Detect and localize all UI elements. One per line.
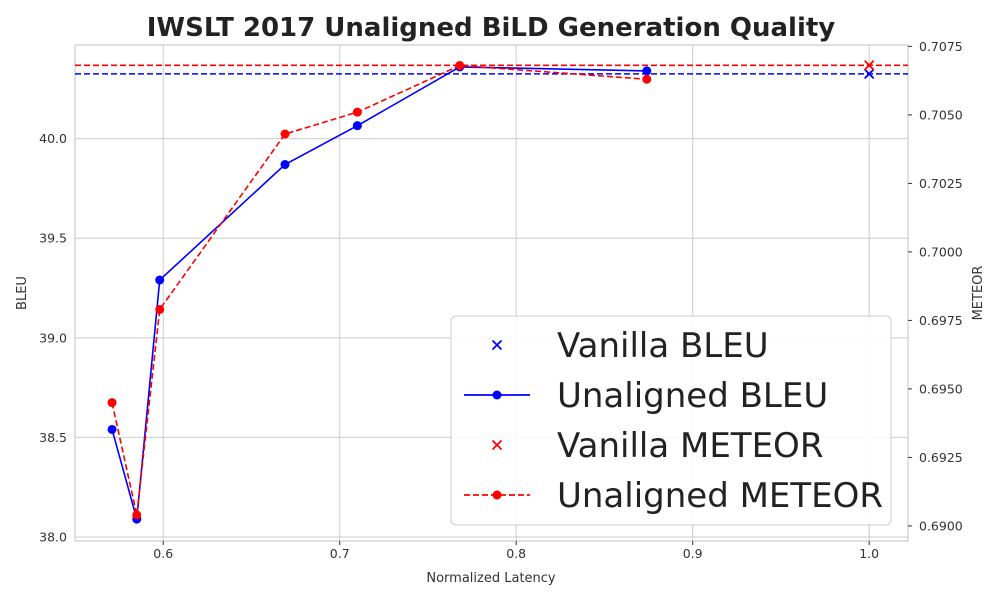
unaligned-bleu-point	[107, 424, 117, 434]
unaligned-meteor-point	[642, 74, 652, 84]
legend-unaligned-meteor-marker	[492, 490, 502, 500]
legend-vanilla-meteor-marker-stroke	[491, 439, 503, 451]
x-tick-label: 0.8	[506, 546, 526, 561]
series-markers	[107, 60, 875, 524]
y2-tick-label: 0.7075	[919, 39, 963, 54]
legend-unaligned-meteor-label: Unaligned METEOR	[557, 476, 883, 516]
y2-tick-label: 0.6975	[919, 313, 963, 328]
y-axis-ticks: 38.0 38.5 39.0 39.5 40.0	[39, 131, 67, 544]
legend-unaligned-bleu-marker	[492, 390, 502, 400]
y-tick-label: 39.5	[39, 231, 67, 246]
legend-unaligned-bleu-label: Unaligned BLEU	[557, 376, 828, 416]
y-axis-label: BLEU	[15, 276, 30, 310]
unaligned-meteor-point	[352, 107, 362, 117]
plot-frame	[74, 44, 909, 542]
y2-tick-label: 0.7025	[919, 176, 963, 191]
vanilla-bleu-point-stroke	[864, 68, 875, 80]
x-axis-ticks: 0.6 0.7 0.8 0.9 1.0	[153, 541, 879, 561]
unaligned-bleu-point	[280, 160, 290, 170]
y2-tick-label: 0.7000	[919, 244, 963, 259]
legend-vanilla-bleu-marker-stroke	[491, 339, 503, 351]
legend-vanilla-meteor-marker	[491, 439, 503, 451]
x-tick-label: 0.9	[683, 546, 703, 561]
vanilla-meteor-point-stroke	[864, 60, 875, 71]
y2-axis-label: METEOR	[971, 266, 986, 321]
reference-lines	[75, 64, 908, 75]
unaligned-meteor-point	[455, 61, 465, 71]
unaligned-meteor-point	[155, 304, 165, 314]
x-tick-label: 1.0	[859, 546, 879, 561]
unaligned-meteor-point	[280, 129, 290, 139]
unaligned-meteor-point	[132, 510, 142, 520]
y-tick-label: 39.0	[39, 330, 67, 345]
unaligned-bleu-point	[155, 275, 165, 285]
y-tick-label: 40.0	[39, 131, 67, 146]
legend-vanilla-meteor-label: Vanilla METEOR	[557, 426, 823, 466]
unaligned-meteor-point	[107, 398, 117, 408]
y2-tick-label: 0.6950	[919, 381, 963, 396]
y2-tick-label: 0.6925	[919, 450, 963, 465]
plot-border	[74, 44, 909, 542]
y2-tick-label: 0.6900	[919, 518, 963, 533]
legend-vanilla-bleu-marker	[491, 339, 503, 351]
y-tick-label: 38.0	[39, 530, 67, 545]
y2-axis-ticks: 0.6900 0.6925 0.6950 0.6975 0.7000 0.7025 0.70…	[908, 39, 963, 533]
x-tick-label: 0.7	[330, 546, 350, 561]
vanilla-bleu-point	[864, 68, 875, 80]
legend-box	[450, 315, 892, 526]
unaligned-bleu-point	[642, 66, 652, 76]
y2-tick-label: 0.7050	[919, 107, 963, 122]
x-tick-label: 0.6	[153, 546, 173, 561]
legend-vanilla-bleu-label: Vanilla BLEU	[557, 326, 769, 366]
vanilla-meteor-point	[864, 60, 875, 71]
y-tick-label: 38.5	[39, 430, 67, 445]
legend: Vanilla BLEU Unaligned BLEU Vanilla METEOR…	[450, 315, 892, 526]
x-axis-label: Normalized Latency	[426, 571, 556, 586]
chart-title: IWSLT 2017 Unaligned BiLD Generation Qua…	[147, 13, 836, 43]
unaligned-bleu-point	[352, 121, 362, 131]
